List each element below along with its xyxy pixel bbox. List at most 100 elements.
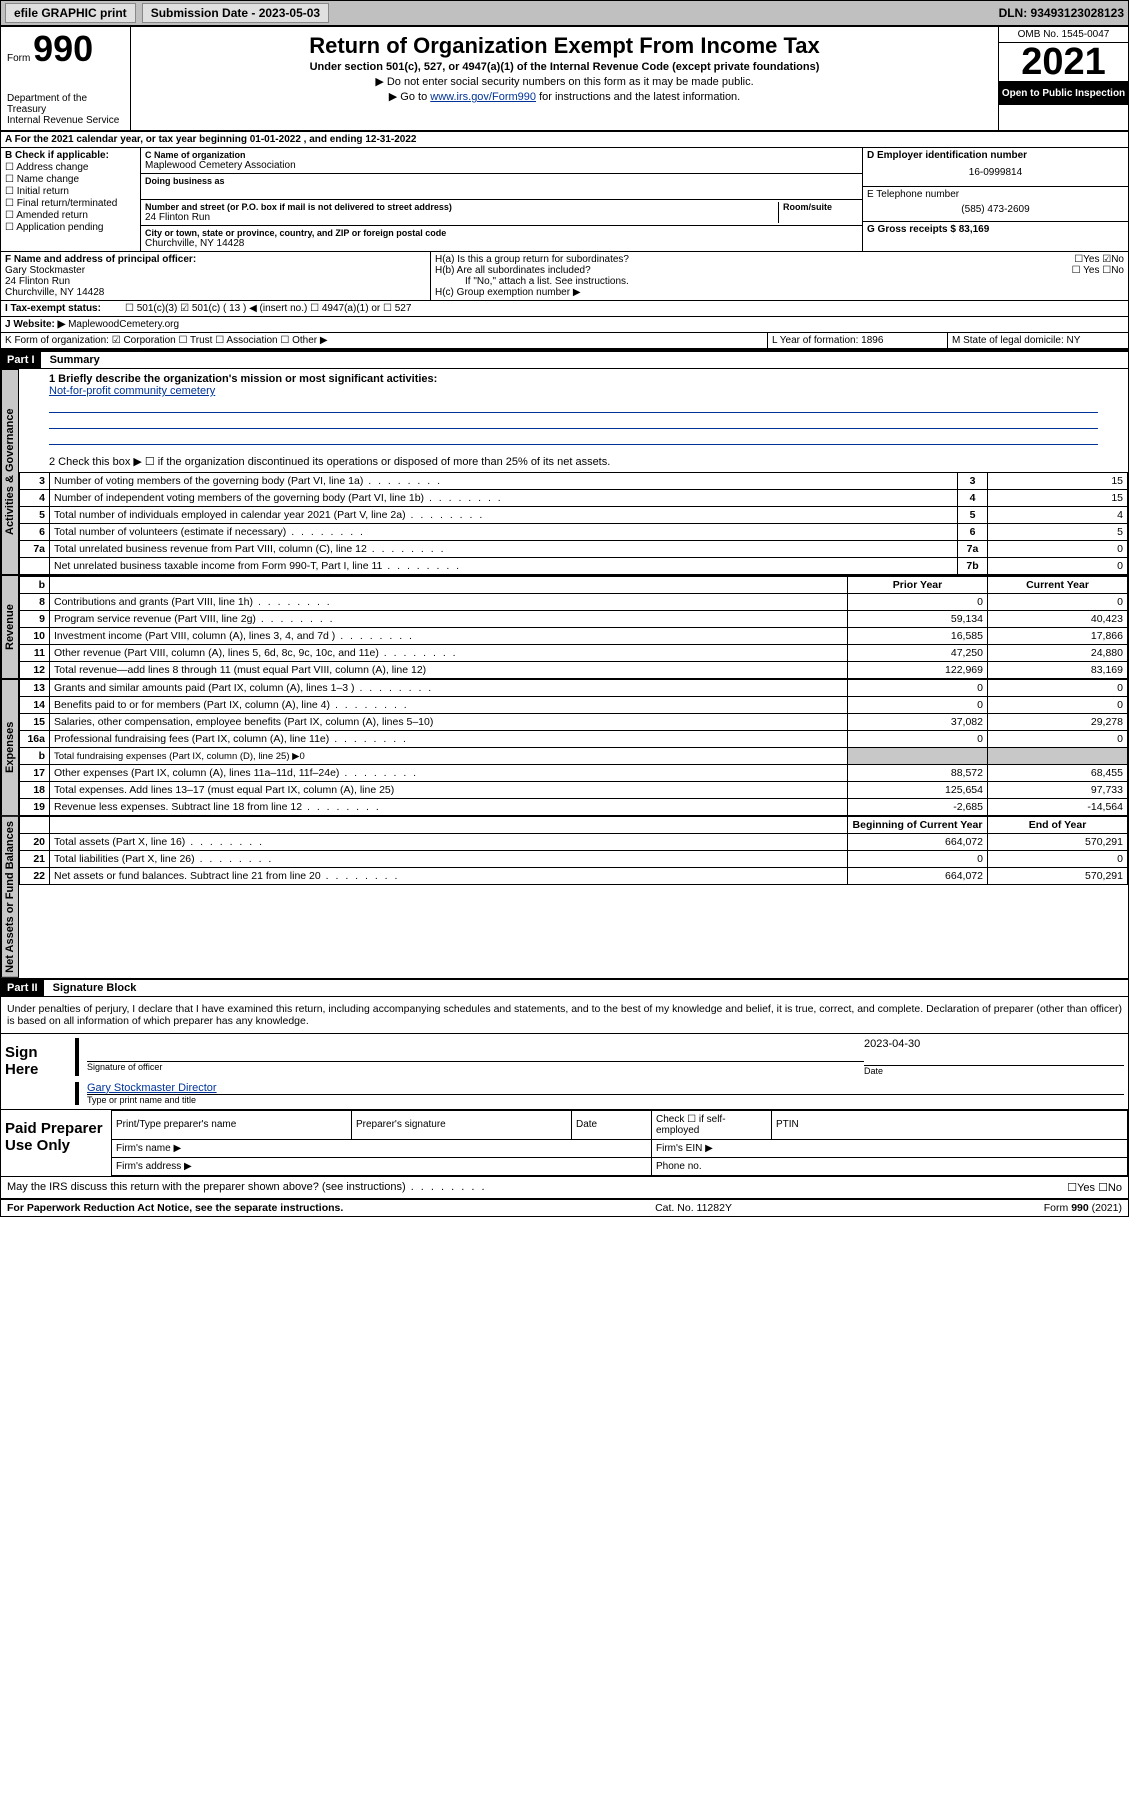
row-curr: 0 xyxy=(988,731,1128,748)
chk-amended[interactable]: Amended return xyxy=(5,210,136,221)
table-row: 18Total expenses. Add lines 13–17 (must … xyxy=(20,782,1128,799)
street-value: 24 Flinton Run xyxy=(145,212,778,223)
part1-bar: Part I xyxy=(1,352,41,368)
prep-sig-label: Preparer's signature xyxy=(352,1110,572,1139)
website-value[interactable]: MaplewoodCemetery.org xyxy=(68,319,179,330)
row-prior: 88,572 xyxy=(848,765,988,782)
hb-answer[interactable]: ☐ Yes ☐No xyxy=(1072,265,1124,276)
row-curr: 0 xyxy=(988,680,1128,697)
box-f: F Name and address of principal officer:… xyxy=(1,252,431,300)
row-num: 12 xyxy=(20,662,50,679)
row-curr: 29,278 xyxy=(988,714,1128,731)
row-num: 4 xyxy=(20,490,50,507)
box-h: H(a) Is this a group return for subordin… xyxy=(431,252,1128,300)
table-row: Firm's address ▶ Phone no. xyxy=(112,1157,1128,1175)
ha-answer[interactable]: ☐Yes ☑No xyxy=(1074,254,1124,265)
mission-line xyxy=(49,431,1098,445)
row-val: 4 xyxy=(988,507,1128,524)
row-prior: 59,134 xyxy=(848,611,988,628)
chk-app-pending[interactable]: Application pending xyxy=(5,222,136,233)
officer-name-value: Gary Stockmaster Director xyxy=(87,1082,1124,1094)
row-num: 11 xyxy=(20,645,50,662)
prep-check-label[interactable]: Check ☐ if self-employed xyxy=(652,1110,772,1139)
row-num: 22 xyxy=(20,868,50,885)
row-curr: 0 xyxy=(988,697,1128,714)
e-label: E Telephone number xyxy=(867,189,1124,200)
d-label: D Employer identification number xyxy=(867,150,1124,161)
table-row: 21Total liabilities (Part X, line 26)00 xyxy=(20,851,1128,868)
row-num: 9 xyxy=(20,611,50,628)
footer-right: Form 990 (2021) xyxy=(1044,1202,1122,1214)
note-link: ▶ Go to www.irs.gov/Form990 for instruct… xyxy=(137,90,992,103)
m-label: M State of legal domicile: NY xyxy=(952,335,1080,346)
part2-bar: Part II xyxy=(1,980,44,996)
row-prior: 0 xyxy=(848,731,988,748)
row-curr: 0 xyxy=(988,594,1128,611)
hdr-curr: Current Year xyxy=(988,576,1128,594)
row-end: 570,291 xyxy=(988,834,1128,851)
header-right: OMB No. 1545-0047 2021 Open to Public In… xyxy=(998,27,1128,130)
date-line xyxy=(864,1050,1124,1066)
table-row: 13Grants and similar amounts paid (Part … xyxy=(20,680,1128,697)
top-toolbar: efile GRAPHIC print Submission Date - 20… xyxy=(0,0,1129,26)
net-assets-section: Net Assets or Fund Balances Beginning of… xyxy=(1,816,1128,978)
sign-here-label: Sign Here xyxy=(1,1034,71,1109)
signature-line[interactable] xyxy=(87,1046,864,1062)
chk-name-change[interactable]: Name change xyxy=(5,174,136,185)
dept-label: Department of the Treasury xyxy=(7,93,124,115)
row-desc: Contributions and grants (Part VIII, lin… xyxy=(50,594,848,611)
c-name-label: C Name of organization xyxy=(145,150,858,160)
table-row: 10Investment income (Part VIII, column (… xyxy=(20,628,1128,645)
irs-link[interactable]: www.irs.gov/Form990 xyxy=(430,91,536,103)
row-beg: 664,072 xyxy=(848,868,988,885)
table-row: 14Benefits paid to or for members (Part … xyxy=(20,697,1128,714)
row-desc: Net unrelated business taxable income fr… xyxy=(50,558,958,575)
table-row: 19Revenue less expenses. Subtract line 1… xyxy=(20,799,1128,816)
l-label: L Year of formation: 1896 xyxy=(772,335,883,346)
hb-note: If "No," attach a list. See instructions… xyxy=(435,276,1124,287)
ein-value: 16-0999814 xyxy=(867,161,1124,184)
row-curr: 83,169 xyxy=(988,662,1128,679)
table-row: bTotal fundraising expenses (Part IX, co… xyxy=(20,748,1128,765)
row-prior: 47,250 xyxy=(848,645,988,662)
row-desc: Total assets (Part X, line 16) xyxy=(50,834,848,851)
note2-pre: ▶ Go to xyxy=(389,91,430,103)
chk-address-change[interactable]: Address change xyxy=(5,162,136,173)
section-a: A For the 2021 calendar year, or tax yea… xyxy=(1,132,1128,148)
row-val: 15 xyxy=(988,473,1128,490)
b-title: B Check if applicable: xyxy=(5,150,136,161)
footer-mid: Cat. No. 11282Y xyxy=(655,1202,732,1214)
hb-label: H(b) Are all subordinates included? xyxy=(435,265,591,276)
row-prior: -2,685 xyxy=(848,799,988,816)
box-deg: D Employer identification number 16-0999… xyxy=(863,148,1128,251)
row-num: 13 xyxy=(20,680,50,697)
row-num: 3 xyxy=(20,473,50,490)
paid-preparer-row: Paid Preparer Use Only Print/Type prepar… xyxy=(1,1110,1128,1177)
row-num xyxy=(20,558,50,575)
officer-street: 24 Flinton Run xyxy=(5,276,426,287)
header-left: Form 990 Department of the Treasury Inte… xyxy=(1,27,131,130)
officer-name: Gary Stockmaster xyxy=(5,265,426,276)
row-prior: 16,585 xyxy=(848,628,988,645)
may-discuss-answer[interactable]: ☐Yes ☐No xyxy=(1067,1181,1122,1194)
chk-initial-return[interactable]: Initial return xyxy=(5,186,136,197)
efile-button[interactable]: efile GRAPHIC print xyxy=(5,3,136,23)
i-options[interactable]: ☐ 501(c)(3) ☑ 501(c) ( 13 ) ◀ (insert no… xyxy=(125,303,411,314)
ha-label: H(a) Is this a group return for subordin… xyxy=(435,254,629,265)
q1-label: 1 Briefly describe the organization's mi… xyxy=(49,373,1098,385)
f-label: F Name and address of principal officer: xyxy=(5,254,426,265)
box-c: C Name of organization Maplewood Cemeter… xyxy=(141,148,863,251)
table-row: 16aProfessional fundraising fees (Part I… xyxy=(20,731,1128,748)
row-desc: Program service revenue (Part VIII, line… xyxy=(50,611,848,628)
preparer-table: Print/Type preparer's name Preparer's si… xyxy=(111,1110,1128,1176)
dba-label: Doing business as xyxy=(145,176,858,186)
row-desc: Total liabilities (Part X, line 26) xyxy=(50,851,848,868)
paid-preparer-label: Paid Preparer Use Only xyxy=(1,1110,111,1176)
row-desc: Investment income (Part VIII, column (A)… xyxy=(50,628,848,645)
k-label[interactable]: K Form of organization: ☑ Corporation ☐ … xyxy=(5,335,328,346)
ptin-label: PTIN xyxy=(772,1110,1128,1139)
expenses-section: Expenses 13Grants and similar amounts pa… xyxy=(1,679,1128,816)
row-end: 570,291 xyxy=(988,868,1128,885)
chk-final-return[interactable]: Final return/terminated xyxy=(5,198,136,209)
dln-label: DLN: 93493123028123 xyxy=(999,6,1124,20)
